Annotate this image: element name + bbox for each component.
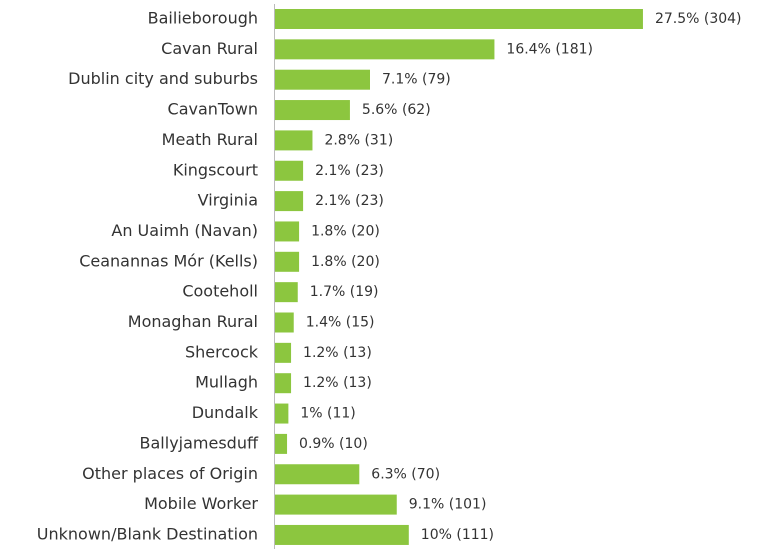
bar — [275, 100, 350, 121]
value-label: 1.8% (20) — [311, 254, 380, 270]
value-label: 27.5% (304) — [655, 11, 742, 27]
value-label: 6.3% (70) — [371, 466, 440, 482]
category-label: Dundalk — [192, 403, 259, 422]
category-label: Dublin city and suburbs — [68, 69, 258, 88]
value-label: 1.8% (20) — [311, 223, 380, 239]
bar — [275, 494, 397, 515]
value-label: 7.1% (79) — [382, 72, 451, 88]
value-label: 9.1% (101) — [409, 497, 487, 513]
category-label: Mobile Worker — [144, 494, 258, 513]
category-label: Ballyjamesduff — [140, 433, 259, 452]
bar — [275, 251, 300, 272]
value-label: 1.7% (19) — [310, 284, 379, 300]
bar — [275, 191, 304, 212]
bar — [275, 403, 289, 424]
bar — [275, 524, 409, 545]
value-label: 5.6% (62) — [362, 102, 431, 118]
value-label: 1.4% (15) — [306, 315, 375, 331]
category-label: Bailieborough — [148, 9, 258, 28]
bar — [275, 433, 288, 454]
value-label: 0.9% (10) — [299, 436, 368, 452]
value-label: 2.1% (23) — [315, 193, 384, 209]
category-label: Mullagh — [195, 373, 258, 392]
value-label: 10% (111) — [421, 527, 494, 543]
value-label: 2.1% (23) — [315, 163, 384, 179]
category-label: Monaghan Rural — [128, 312, 258, 331]
category-label: Ceanannas Mór (Kells) — [79, 251, 258, 270]
bar — [275, 312, 294, 333]
category-label: Virginia — [198, 191, 258, 210]
bar — [275, 39, 495, 60]
value-label: 1.2% (13) — [303, 345, 372, 361]
value-label: 16.4% (181) — [506, 41, 593, 57]
bar — [275, 464, 360, 485]
value-label: 1% (11) — [300, 406, 355, 422]
category-label: Kingscourt — [173, 160, 258, 179]
category-label: An Uaimh (Navan) — [111, 221, 258, 240]
category-label: CavanTown — [168, 100, 258, 119]
value-label: 2.8% (31) — [324, 132, 393, 148]
category-label: Cavan Rural — [161, 39, 258, 58]
category-label: Unknown/Blank Destination — [37, 524, 258, 543]
bar — [275, 342, 292, 363]
category-label: Cooteholl — [182, 282, 258, 301]
bar — [275, 130, 313, 151]
bar — [275, 282, 298, 303]
bar — [275, 9, 643, 29]
bar — [275, 373, 292, 394]
value-label: 1.2% (13) — [303, 375, 372, 391]
category-label: Other places of Origin — [82, 464, 258, 483]
category-label: Meath Rural — [162, 130, 258, 149]
bar — [275, 69, 370, 90]
bar — [275, 160, 304, 181]
category-label: Shercock — [185, 342, 259, 361]
bar — [275, 221, 300, 242]
